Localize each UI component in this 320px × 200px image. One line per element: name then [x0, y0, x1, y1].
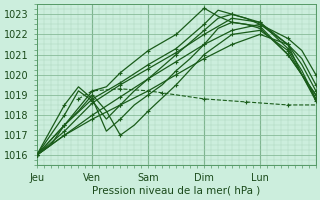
X-axis label: Pression niveau de la mer( hPa ): Pression niveau de la mer( hPa ) [92, 186, 260, 196]
